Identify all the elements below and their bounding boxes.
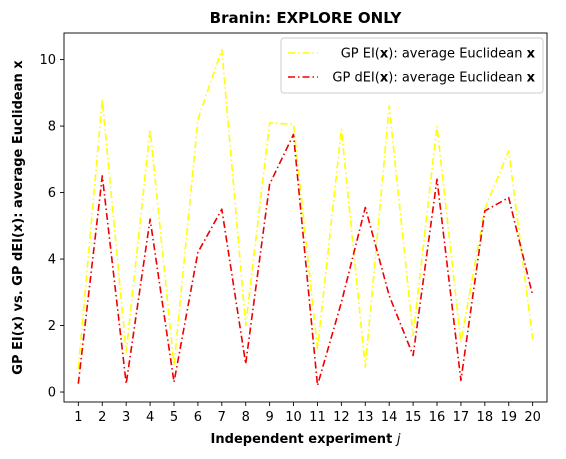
x-axis: 1 2 3 4 5 6 7 8 9 10 11 12 13 14 15 16 17 18 19 20 bbox=[74, 402, 541, 425]
y-tick-label: 10 bbox=[39, 53, 56, 68]
x-tick-label: 19 bbox=[500, 410, 517, 425]
x-tick-label: 12 bbox=[333, 410, 350, 425]
x-axis-label: Independent experiment j bbox=[211, 432, 401, 447]
x-tick-label: 18 bbox=[477, 410, 494, 425]
x-tick-label: 9 bbox=[265, 410, 273, 425]
legend-box bbox=[280, 37, 544, 94]
x-tick-label: 10 bbox=[285, 410, 302, 425]
series-line-2 bbox=[77, 133, 534, 387]
x-tick-label: 15 bbox=[405, 410, 422, 425]
x-tick-label: 7 bbox=[218, 410, 226, 425]
x-tick-label: 3 bbox=[122, 410, 130, 425]
y-tick-label: 2 bbox=[48, 319, 56, 334]
x-tick-label: 1 bbox=[74, 410, 82, 425]
x-tick-label: 2 bbox=[98, 410, 106, 425]
x-tick-label: 6 bbox=[194, 410, 202, 425]
plot-frame bbox=[63, 32, 548, 403]
chart-title: Branin: EXPLORE ONLY bbox=[210, 9, 403, 27]
x-tick-label: 20 bbox=[524, 410, 541, 425]
legend-label-1: GP EI(x): average Euclidean x bbox=[341, 47, 536, 62]
x-tick-label: 5 bbox=[170, 410, 178, 425]
y-tick-label: 0 bbox=[48, 386, 56, 401]
x-tick-label: 16 bbox=[429, 410, 446, 425]
legend: GP EI(x): average Euclidean x GP dEI(x): … bbox=[280, 37, 544, 94]
y-axis-label: GP EI(x) vs. GP dEI(x): average Euclidea… bbox=[11, 60, 26, 375]
x-tick-label: 11 bbox=[309, 410, 326, 425]
x-tick-label: 14 bbox=[381, 410, 398, 425]
y-tick-label: 6 bbox=[48, 186, 56, 201]
plot-area bbox=[63, 32, 548, 403]
y-tick-label: 4 bbox=[48, 253, 56, 268]
x-tick-label: 13 bbox=[357, 410, 374, 425]
y-axis: 0 2 4 6 8 10 bbox=[39, 53, 64, 401]
x-tick-label: 17 bbox=[453, 410, 470, 425]
series-line-1 bbox=[77, 48, 534, 369]
x-tick-label: 4 bbox=[146, 410, 154, 425]
x-tick-label: 8 bbox=[242, 410, 250, 425]
y-tick-label: 8 bbox=[48, 120, 56, 135]
legend-label-2: GP dEI(x): average Euclidean x bbox=[332, 71, 535, 86]
